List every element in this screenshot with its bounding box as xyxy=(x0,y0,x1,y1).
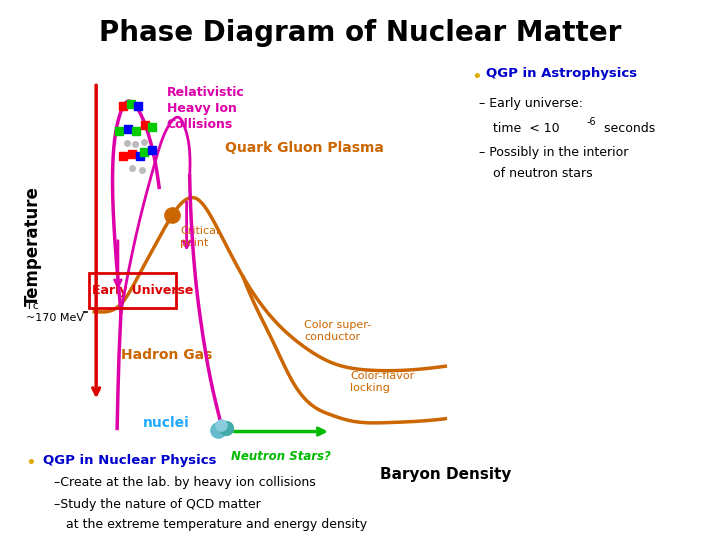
Text: –Study the nature of QCD matter: –Study the nature of QCD matter xyxy=(54,498,261,511)
Text: QGP in Astrophysics: QGP in Astrophysics xyxy=(486,68,637,80)
Text: Critical
point: Critical point xyxy=(180,226,219,248)
Text: Temperature: Temperature xyxy=(24,186,42,306)
Text: Color super-
conductor: Color super- conductor xyxy=(304,320,372,342)
Text: Quark Gluon Plasma: Quark Gluon Plasma xyxy=(225,141,384,156)
Text: of neutron stars: of neutron stars xyxy=(493,167,593,180)
Text: Neutron Stars?: Neutron Stars? xyxy=(231,450,331,463)
Text: –Create at the lab. by heavy ion collisions: –Create at the lab. by heavy ion collisi… xyxy=(54,476,316,489)
Text: – Possibly in the interior: – Possibly in the interior xyxy=(479,146,628,159)
Text: Phase Diagram of Nuclear Matter: Phase Diagram of Nuclear Matter xyxy=(99,19,621,47)
Text: •: • xyxy=(472,68,482,85)
Text: •: • xyxy=(25,454,36,471)
Bar xyxy=(89,273,176,308)
Text: Color-flavor
locking: Color-flavor locking xyxy=(350,370,414,393)
Text: -6: -6 xyxy=(587,117,596,127)
Text: Baryon Density: Baryon Density xyxy=(379,467,511,482)
Text: Relativistic
Heavy Ion
Collisions: Relativistic Heavy Ion Collisions xyxy=(167,86,245,131)
Text: time  < 10: time < 10 xyxy=(493,122,560,134)
Text: nuclei: nuclei xyxy=(143,416,189,430)
Text: seconds: seconds xyxy=(600,122,655,134)
Text: – Early universe:: – Early universe: xyxy=(479,97,582,110)
Text: Tᴄ
~170 MeV: Tᴄ ~170 MeV xyxy=(25,301,84,322)
Text: at the extreme temperature and energy density: at the extreme temperature and energy de… xyxy=(54,518,367,531)
Text: Early Universe: Early Universe xyxy=(92,284,194,297)
Text: QGP in Nuclear Physics: QGP in Nuclear Physics xyxy=(43,454,217,467)
Text: Hadron Gas: Hadron Gas xyxy=(121,348,212,362)
